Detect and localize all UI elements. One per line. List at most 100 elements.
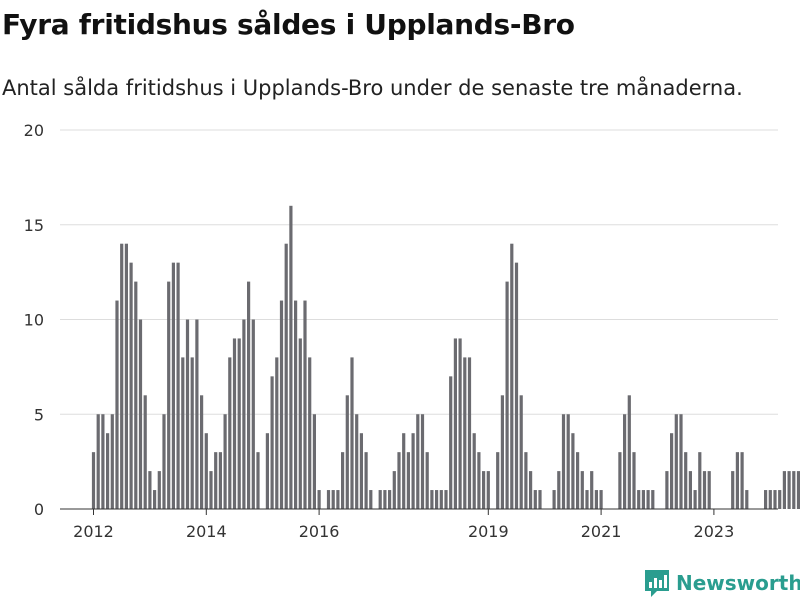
bar	[449, 376, 453, 509]
bar	[688, 471, 692, 509]
bar	[764, 490, 768, 509]
x-tick-label: 2016	[299, 522, 340, 541]
bar	[674, 414, 678, 509]
bar	[289, 205, 293, 510]
bar	[402, 433, 406, 509]
bar	[200, 395, 204, 509]
bar	[796, 471, 800, 509]
bar	[369, 490, 373, 509]
bar	[312, 414, 316, 509]
x-tick-label: 2021	[581, 522, 622, 541]
bar	[265, 433, 269, 509]
bar	[768, 490, 772, 509]
bar	[566, 414, 570, 509]
bar	[181, 357, 185, 509]
bar	[773, 490, 777, 509]
bar	[637, 490, 641, 509]
bar	[698, 452, 702, 509]
bar	[308, 357, 312, 509]
brand-name: Newsworthy	[676, 571, 800, 595]
bar	[359, 433, 363, 509]
bar	[317, 490, 321, 509]
bar	[425, 452, 429, 509]
bar	[599, 490, 603, 509]
bar	[143, 395, 147, 509]
bar	[458, 338, 462, 509]
bar	[341, 452, 345, 509]
bar	[167, 281, 171, 509]
bar	[185, 319, 190, 509]
bar	[331, 490, 335, 509]
y-tick-label: 5	[34, 405, 44, 424]
bar	[355, 414, 359, 509]
bar	[134, 281, 138, 509]
bar	[627, 395, 631, 509]
bar	[731, 471, 735, 509]
y-tick-label: 20	[24, 121, 44, 140]
x-tick-label: 2019	[468, 522, 509, 541]
bar	[388, 490, 392, 509]
bar	[679, 414, 683, 509]
bar	[298, 338, 302, 509]
bar	[740, 452, 744, 509]
bar	[463, 357, 467, 509]
newsworthy-logo[interactable]: Newsworthy	[644, 568, 800, 598]
bar	[190, 357, 194, 509]
bar	[430, 490, 434, 509]
bar	[270, 376, 274, 509]
bar	[496, 452, 500, 509]
bar	[702, 471, 707, 509]
bar	[524, 452, 528, 509]
bar	[693, 490, 697, 509]
bar	[557, 471, 561, 509]
y-tick-label: 15	[24, 216, 44, 235]
bar	[623, 414, 627, 509]
bar	[519, 395, 523, 509]
bar	[223, 414, 227, 509]
bar	[138, 319, 143, 509]
bar	[96, 414, 100, 509]
bar	[467, 357, 472, 509]
bar	[707, 471, 711, 509]
bar	[110, 414, 114, 509]
bar	[162, 414, 166, 509]
bar	[411, 433, 415, 509]
bar	[590, 471, 594, 509]
bar	[641, 490, 645, 509]
bar	[646, 490, 650, 509]
bar	[435, 490, 439, 509]
bar	[439, 490, 443, 509]
bar	[247, 281, 251, 509]
bar	[482, 471, 486, 509]
bar	[209, 471, 213, 509]
bar	[195, 319, 199, 509]
bar	[284, 243, 288, 509]
bar	[378, 490, 382, 509]
bar	[571, 433, 575, 509]
bar	[561, 414, 566, 509]
x-tick-label: 2012	[73, 522, 114, 541]
bar	[129, 262, 133, 509]
bar	[218, 452, 222, 509]
bar	[416, 414, 420, 509]
bar	[345, 395, 349, 509]
bar	[670, 433, 674, 509]
bar	[171, 262, 175, 509]
bar	[420, 414, 425, 509]
bar	[580, 471, 584, 509]
bar	[153, 490, 157, 509]
bar	[745, 490, 749, 509]
bar	[279, 300, 284, 509]
bar	[735, 452, 739, 509]
bar	[782, 471, 786, 509]
newsworthy-logo-icon	[645, 570, 669, 597]
bar	[275, 357, 279, 509]
bar	[651, 490, 655, 509]
bar	[124, 243, 128, 509]
bar	[529, 471, 533, 509]
bar	[406, 452, 410, 509]
bar	[157, 471, 161, 509]
bar	[214, 452, 218, 509]
bar	[397, 452, 401, 509]
